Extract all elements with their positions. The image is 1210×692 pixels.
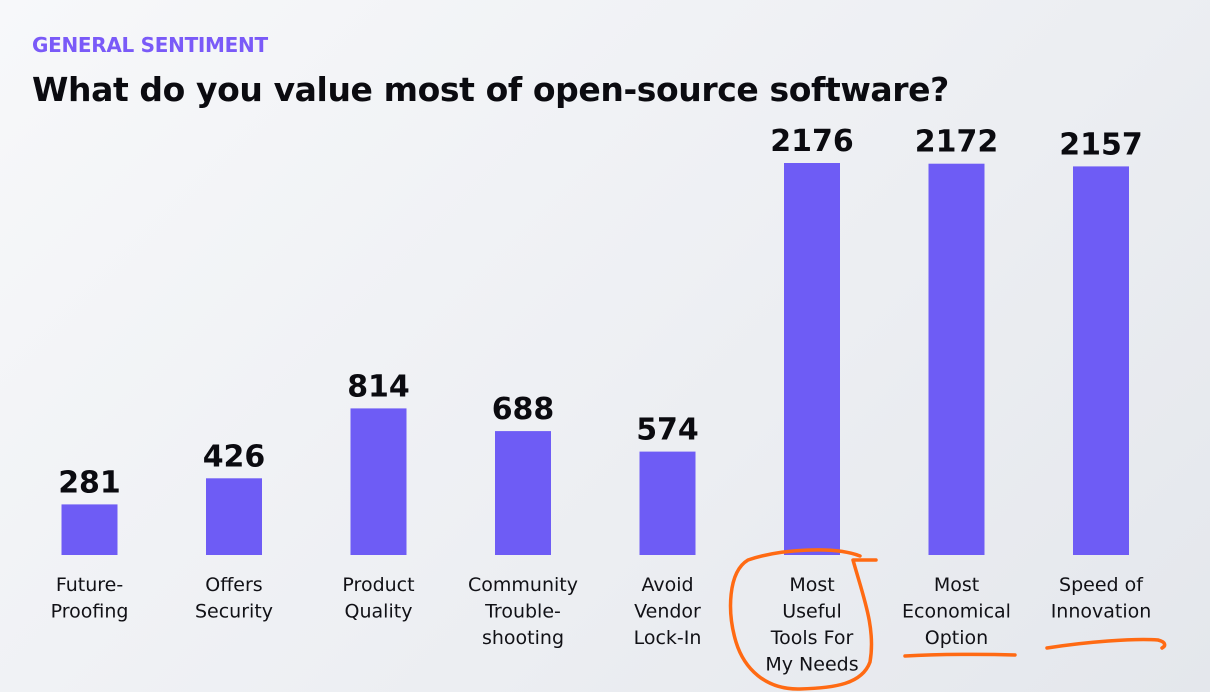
category-label-line: Tools For [770,627,854,649]
value-label-avoid-vendor-lock-in: 574 [636,413,699,448]
value-label-offers-security: 426 [203,439,266,474]
category-label-line: My Needs [765,654,858,676]
category-label-line: Vendor [634,601,701,623]
chart-title: What do you value most of open-source so… [32,70,949,109]
value-label-product-quality: 814 [347,369,410,404]
category-label-line: Avoid [641,574,693,596]
category-label-most-useful-tools-for-my-needs: Most Useful Tools For My Needs [765,574,858,676]
category-label-line: Economical [902,601,1011,623]
chart-kicker: GENERAL SENTIMENT [32,33,268,57]
category-labels-group: Future- Proofing Offers Security Product Qual… [51,574,1152,676]
bar-avoid-vendor-lock-in [639,451,696,555]
category-label-line: Most [934,574,979,596]
category-label-line: Proofing [51,601,129,623]
value-label-most-useful-tools-for-my-needs: 2176 [770,124,854,159]
category-label-line: Option [925,627,988,649]
category-label-line: Community [468,574,578,596]
bars-group [61,163,1129,555]
category-label-line: Innovation [1051,601,1152,623]
category-label-speed-of-innovation: Speed of Innovation [1051,574,1152,623]
category-label-future-proofing: Future- Proofing [51,574,129,623]
value-label-community-trouble-shooting: 688 [492,392,555,427]
category-label-product-quality: Product Quality [342,574,414,623]
bar-product-quality [350,408,407,555]
bar-speed-of-innovation [1073,166,1129,555]
value-label-speed-of-innovation: 2157 [1059,127,1143,162]
category-label-line: Security [195,601,273,623]
category-label-line: Product [342,574,414,596]
category-label-offers-security: Offers Security [195,574,273,623]
bar-offers-security [206,478,262,555]
bar-community-trouble-shooting [495,431,551,555]
category-label-line: Trouble- [484,601,561,623]
annotations-group [728,548,1167,691]
bar-most-economical-option [928,163,985,555]
category-label-line: Quality [345,601,413,623]
bar-future-proofing [61,504,118,555]
value-label-most-economical-option: 2172 [915,125,999,160]
circle-annotation-most-useful [728,548,878,691]
category-label-most-economical-option: Most Economical Option [902,574,1011,649]
category-label-line: Offers [205,574,262,596]
category-label-line: Lock-In [634,627,702,649]
category-label-line: Speed of [1059,574,1144,596]
underline-annotation-speed-of-innovation [1045,637,1167,650]
value-labels-group: 281 426 814 688 574 2176 2172 2157 [58,124,1143,500]
category-label-line: Future- [56,574,123,596]
underline-annotation-most-economical [903,652,1017,658]
category-label-line: Most [789,574,834,596]
value-label-future-proofing: 281 [58,465,121,500]
category-label-line: Useful [782,601,842,623]
bar-most-useful-tools-for-my-needs [784,163,840,555]
category-label-community-trouble-shooting: Community Trouble-shooting [468,574,578,649]
category-label-avoid-vendor-lock-in: Avoid Vendor Lock-In [634,574,702,649]
category-label-line: shooting [482,627,564,649]
